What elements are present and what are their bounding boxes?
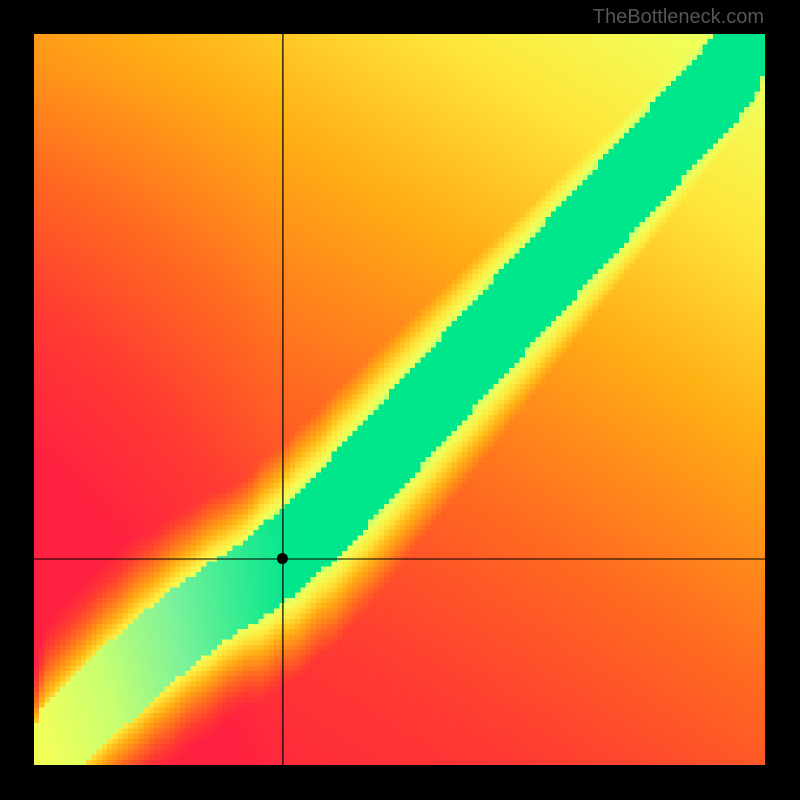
heatmap-overlay	[34, 34, 765, 765]
branding-label: TheBottleneck.com	[593, 6, 764, 29]
heatmap-container: TheBottleneck.com	[0, 0, 800, 800]
